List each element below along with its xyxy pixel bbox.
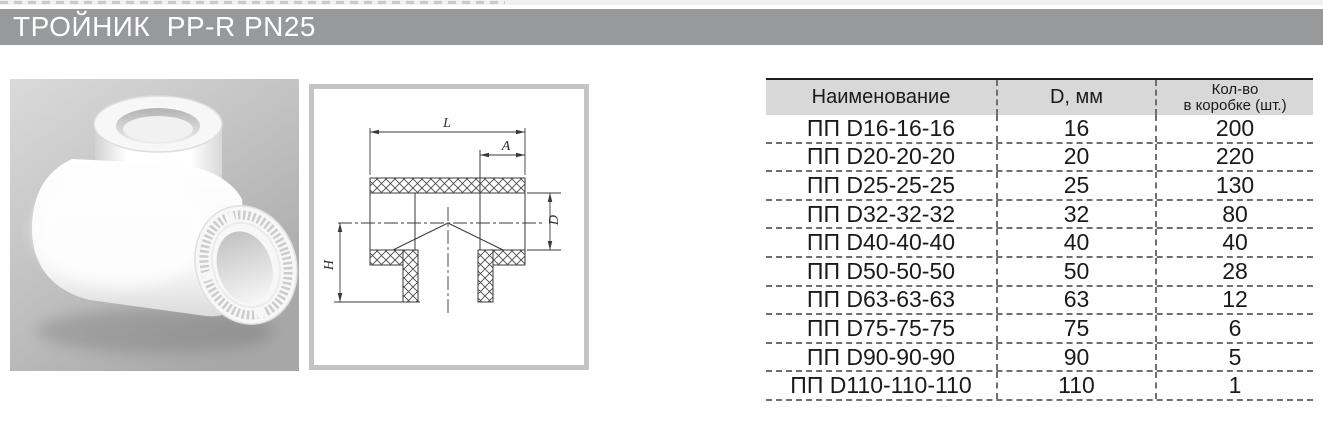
table-row: ПП D75-75-75 75 6 <box>766 315 1313 344</box>
tee-fitting-shape <box>32 95 298 325</box>
cell-name: ПП D63-63-63 <box>806 286 956 313</box>
table-row: ПП D32-32-32 32 80 <box>766 201 1313 230</box>
cell-qty: 12 <box>1155 286 1313 314</box>
cell-qty: 40 <box>1155 229 1313 256</box>
cell-diameter: 32 <box>996 201 1155 228</box>
cell-qty: 5 <box>1155 344 1313 371</box>
cell-name: ПП D16-16-16 <box>806 114 956 141</box>
dim-label-socket: A <box>501 139 511 154</box>
dimension-lines <box>334 128 561 303</box>
cell-qty: 130 <box>1155 172 1313 199</box>
cell-qty: 1 <box>1155 372 1313 399</box>
cell-name: ПП D40-40-40 <box>806 229 956 256</box>
cell-name: ПП D32-32-32 <box>806 200 956 227</box>
tee-section-drawing: L A D H <box>322 116 562 315</box>
cell-diameter: 16 <box>996 115 1155 142</box>
product-photo <box>10 79 299 371</box>
table-row: ПП D20-20-20 20 220 <box>766 143 1313 173</box>
header-cell-qty: Кол-во в коробке (шт.) <box>1155 80 1313 115</box>
header-cell-name: Наименование <box>811 86 951 108</box>
cell-qty: 220 <box>1155 143 1313 171</box>
cell-qty: 80 <box>1155 201 1313 228</box>
dim-label-length: L <box>442 116 451 131</box>
table-header-row: Наименование D, мм Кол-во в коробке (шт.… <box>766 80 1313 115</box>
cell-qty: 6 <box>1155 315 1313 342</box>
dim-label-height: H <box>322 259 337 271</box>
page-title: ТРОЙНИК PP-R PN25 <box>13 11 316 42</box>
photo-shadow <box>37 309 273 353</box>
dim-label-diameter: D <box>547 215 562 226</box>
tee-fitting-photo <box>10 79 299 371</box>
cell-name: ПП D20-20-20 <box>806 143 956 170</box>
cell-qty: 200 <box>1155 115 1313 142</box>
cell-diameter: 50 <box>996 258 1155 285</box>
cell-diameter: 75 <box>996 315 1155 342</box>
cell-diameter: 110 <box>996 372 1155 399</box>
table-row: ПП D110-110-110 110 1 <box>766 372 1313 401</box>
header-qty-line2: в коробке (шт.) <box>1183 96 1287 114</box>
title-bar: ТРОЙНИК PP-R PN25 <box>0 9 1323 45</box>
cell-diameter: 25 <box>996 172 1155 199</box>
header-cell-diameter: D, мм <box>996 80 1155 115</box>
table-row: ПП D50-50-50 50 28 <box>766 258 1313 287</box>
cell-qty: 28 <box>1155 258 1313 285</box>
cell-diameter: 40 <box>996 229 1155 256</box>
cell-diameter: 63 <box>996 286 1155 314</box>
table-row: ПП D40-40-40 40 40 <box>766 229 1313 258</box>
cell-diameter: 90 <box>996 344 1155 371</box>
cell-name: ПП D90-90-90 <box>806 343 956 370</box>
top-edge-remnant <box>0 0 1323 5</box>
header-qty-line1: Кол-во <box>1211 80 1259 98</box>
technical-drawing-panel: L A D H <box>309 84 589 370</box>
spec-table: Наименование D, мм Кол-во в коробке (шт.… <box>766 78 1313 401</box>
cell-diameter: 20 <box>996 143 1155 171</box>
dimension-labels: L A D H <box>322 116 562 271</box>
dimension-arrows <box>337 129 553 302</box>
table-row: ПП D63-63-63 63 12 <box>766 286 1313 316</box>
cell-name: ПП D50-50-50 <box>806 257 956 284</box>
top-dashed-remnant <box>0 1 505 4</box>
table-row: ПП D90-90-90 90 5 <box>766 344 1313 373</box>
section-outline <box>369 150 526 303</box>
table-row: ПП D16-16-16 16 200 <box>766 115 1313 144</box>
cell-name: ПП D25-25-25 <box>806 171 956 198</box>
centerlines <box>338 207 542 315</box>
cell-name: ПП D110-110-110 <box>790 372 972 399</box>
table-row: ПП D25-25-25 25 130 <box>766 172 1313 201</box>
cell-name: ПП D75-75-75 <box>806 314 956 341</box>
